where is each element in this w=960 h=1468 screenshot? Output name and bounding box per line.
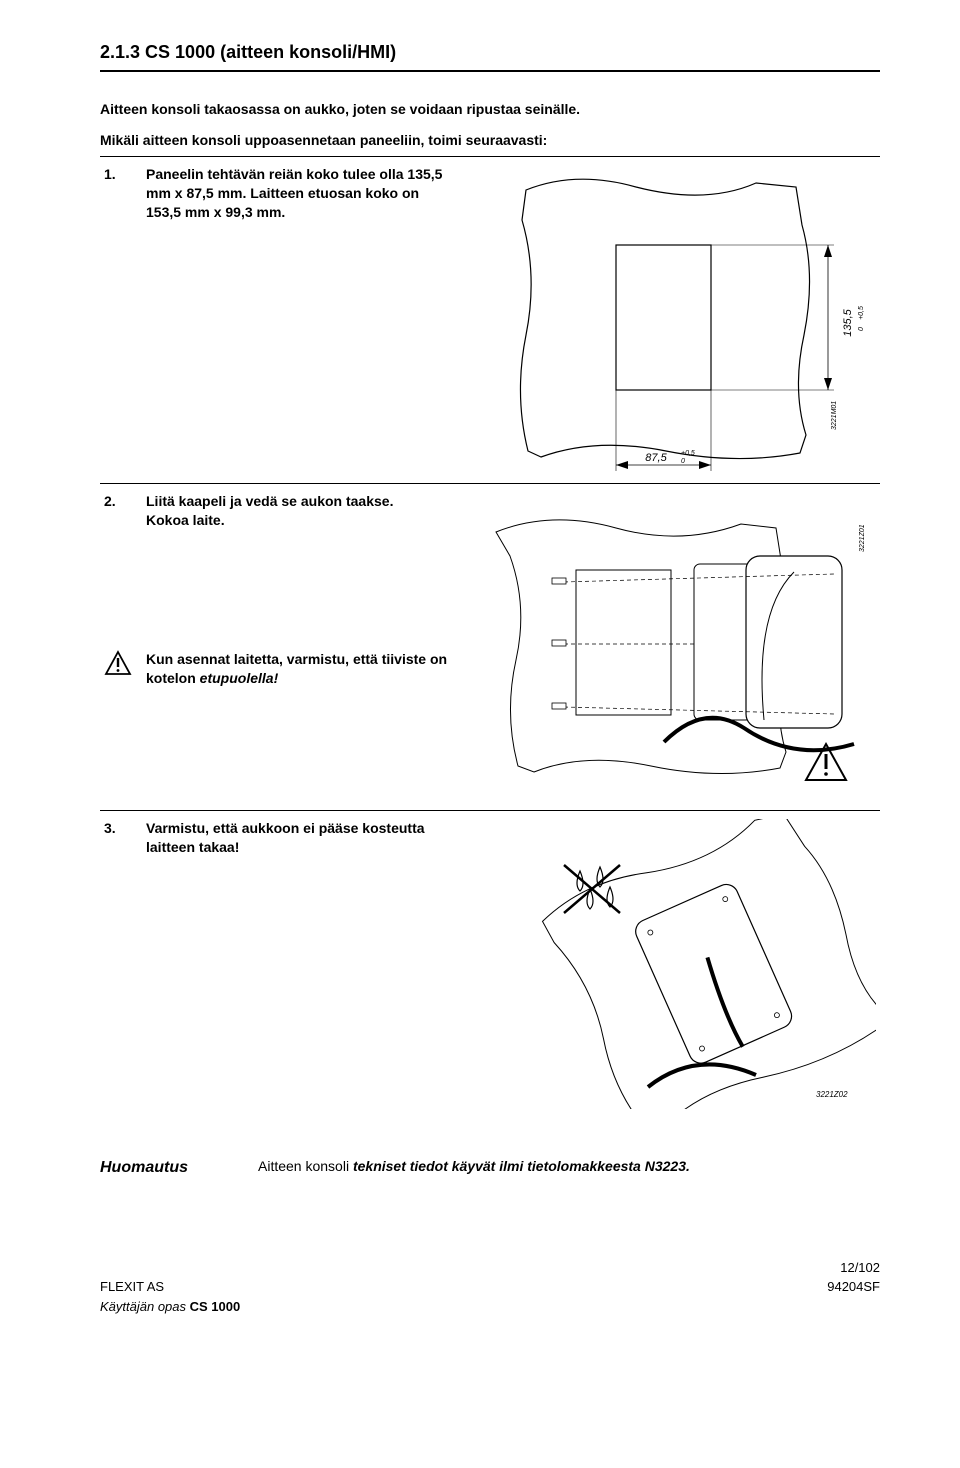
step-1-text: Paneelin tehtävän reiän koko tulee olla … [142, 157, 452, 424]
footer-left-1: FLEXIT AS [100, 1278, 164, 1296]
step-3-figure: 3221Z02 [452, 811, 880, 1118]
warning-text: Kun asennat laitetta, varmistu, että tii… [142, 626, 452, 811]
svg-text:+0,5: +0,5 [858, 306, 865, 320]
footer-right-1: 94204SF [827, 1278, 880, 1296]
page-number: 12/102 [100, 1259, 880, 1277]
step-2-figure: 3221Z01 [452, 484, 880, 811]
fig2-code: 3221Z01 [859, 524, 866, 552]
footer-left-2: Käyttäjän opas CS 1000 [100, 1298, 240, 1316]
steps-table: 1. Paneelin tehtävän reiän koko tulee ol… [100, 156, 880, 1117]
page-footer: 12/102 FLEXIT AS 94204SF Käyttäjän opas … [100, 1259, 880, 1316]
lead-text: Mikäli aitteen konsoli uppoasennetaan pa… [100, 131, 880, 150]
intro-text: Aitteen konsoli takaosassa on aukko, jot… [100, 100, 880, 119]
dim-h: 135,5 [842, 308, 854, 336]
warning-icon-cell [100, 626, 142, 811]
fig3-code: 3221Z02 [816, 1090, 848, 1099]
note-label: Huomautus [100, 1157, 188, 1179]
step-1-num: 1. [100, 157, 142, 424]
dim-w: 87,5 [645, 452, 667, 464]
step-3-text: Varmistu, että aukkoon ei pääse kosteutt… [142, 811, 452, 1118]
step-3-num: 3. [100, 811, 142, 1118]
step-1-row: 1. Paneelin tehtävän reiän koko tulee ol… [100, 157, 880, 424]
no-water-icon [564, 865, 620, 913]
step-2-text: Liitä kaapeli ja vedä se aukon taakse. K… [142, 484, 452, 626]
svg-text:+0,5: +0,5 [681, 450, 695, 457]
note-row: Huomautus Aitteen konsoli tekniset tiedo… [100, 1157, 880, 1179]
heading-underline [100, 70, 880, 72]
note-text: Aitteen konsoli tekniset tiedot käyvät i… [258, 1157, 690, 1179]
svg-text:0: 0 [858, 327, 865, 331]
svg-text:0: 0 [681, 458, 685, 465]
step-2-row: 2. Liitä kaapeli ja vedä se aukon taakse… [100, 484, 880, 626]
section-heading: 2.1.3 CS 1000 (aitteen konsoli/HMI) [100, 40, 880, 64]
fig1-code: 3221M01 [831, 401, 838, 430]
step-1-figure: 135,5 +0,5 0 87,5 +0,5 0 3221M01 [452, 157, 880, 484]
step-2-num: 2. [100, 484, 142, 626]
step-3-row: 3. Varmistu, että aukkoon ei pääse koste… [100, 811, 880, 1118]
caution-icon [104, 650, 132, 676]
